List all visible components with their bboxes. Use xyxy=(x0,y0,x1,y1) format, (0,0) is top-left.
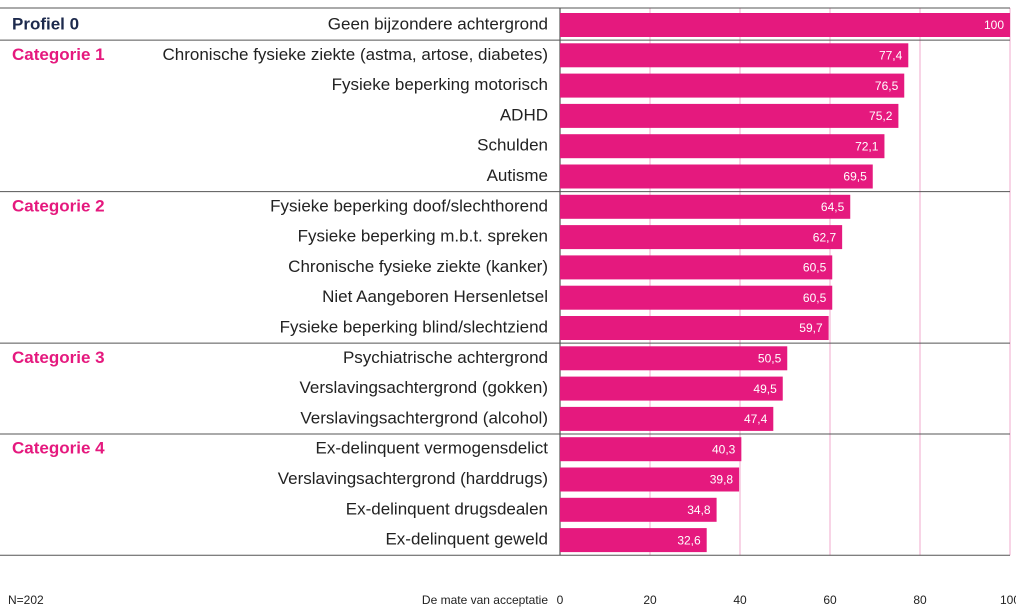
x-tick-label: 0 xyxy=(557,593,564,607)
group-label: Profiel 0 xyxy=(12,14,79,33)
value-label: 76,5 xyxy=(875,79,899,93)
category-label: Fysieke beperking doof/slechthorend xyxy=(270,196,548,215)
value-label: 60,5 xyxy=(803,291,827,305)
group-label: Categorie 3 xyxy=(12,348,105,367)
category-label: Autisme xyxy=(487,166,548,185)
value-label: 100 xyxy=(984,18,1004,32)
category-label: Niet Aangeboren Hersenletsel xyxy=(322,287,548,306)
category-label: Psychiatrische achtergrond xyxy=(343,348,548,367)
bar xyxy=(560,134,885,159)
bar xyxy=(560,497,717,522)
bar xyxy=(560,437,742,462)
bar xyxy=(560,103,899,128)
bar xyxy=(560,285,833,310)
category-label: ADHD xyxy=(500,105,548,124)
category-label: Fysieke beperking motorisch xyxy=(332,75,548,94)
value-label: 34,8 xyxy=(687,503,711,517)
bar xyxy=(560,164,873,189)
value-label: 64,5 xyxy=(821,200,845,214)
value-label: 60,5 xyxy=(803,261,827,275)
value-label: 77,4 xyxy=(879,48,903,62)
category-label: Chronische fysieke ziekte (kanker) xyxy=(288,257,548,276)
bar xyxy=(560,528,707,553)
category-label: Verslavingsachtergrond (gokken) xyxy=(299,378,548,397)
category-label: Geen bijzondere achtergrond xyxy=(328,14,548,33)
bar xyxy=(560,73,905,98)
bar xyxy=(560,376,783,401)
x-tick-label: 60 xyxy=(823,593,837,607)
category-label: Ex-delinquent vermogensdelict xyxy=(316,439,549,458)
group-label: Categorie 1 xyxy=(12,45,105,64)
category-label: Fysieke beperking m.b.t. spreken xyxy=(298,227,548,246)
bar xyxy=(560,467,740,492)
group-label: Categorie 4 xyxy=(12,439,105,458)
bar xyxy=(560,225,843,250)
bar xyxy=(560,406,774,431)
value-label: 72,1 xyxy=(855,139,879,153)
value-label: 69,5 xyxy=(843,170,867,184)
value-label: 50,5 xyxy=(758,351,782,365)
value-label: 75,2 xyxy=(869,109,893,123)
value-label: 40,3 xyxy=(712,442,736,456)
value-label: 59,7 xyxy=(799,321,823,335)
note: N=202 xyxy=(8,593,44,607)
category-label: Schulden xyxy=(477,136,548,155)
category-label: Verslavingsachtergrond (harddrugs) xyxy=(278,469,548,488)
value-label: 49,5 xyxy=(753,382,777,396)
category-label: Ex-delinquent drugsdealen xyxy=(346,499,548,518)
x-tick-label: 40 xyxy=(733,593,747,607)
value-label: 39,8 xyxy=(710,473,734,487)
value-label: 32,6 xyxy=(677,533,701,547)
value-label: 62,7 xyxy=(813,230,837,244)
x-tick-label: 80 xyxy=(913,593,927,607)
bar xyxy=(560,316,829,340)
bar xyxy=(560,13,1010,37)
category-label: Fysieke beperking blind/slechtziend xyxy=(280,317,548,336)
x-tick-label: 20 xyxy=(643,593,657,607)
x-axis-label: De mate van acceptatie xyxy=(422,593,548,607)
category-label: Verslavingsachtergrond (alcohol) xyxy=(300,408,548,427)
bar xyxy=(560,346,788,371)
category-label: Ex-delinquent geweld xyxy=(385,530,548,549)
value-label: 47,4 xyxy=(744,412,768,426)
bar xyxy=(560,194,851,219)
group-label: Categorie 2 xyxy=(12,196,105,215)
category-label: Chronische fysieke ziekte (astma, artose… xyxy=(162,45,548,64)
bar xyxy=(560,255,833,280)
bar xyxy=(560,43,909,68)
x-tick-label: 100 xyxy=(1000,593,1016,607)
